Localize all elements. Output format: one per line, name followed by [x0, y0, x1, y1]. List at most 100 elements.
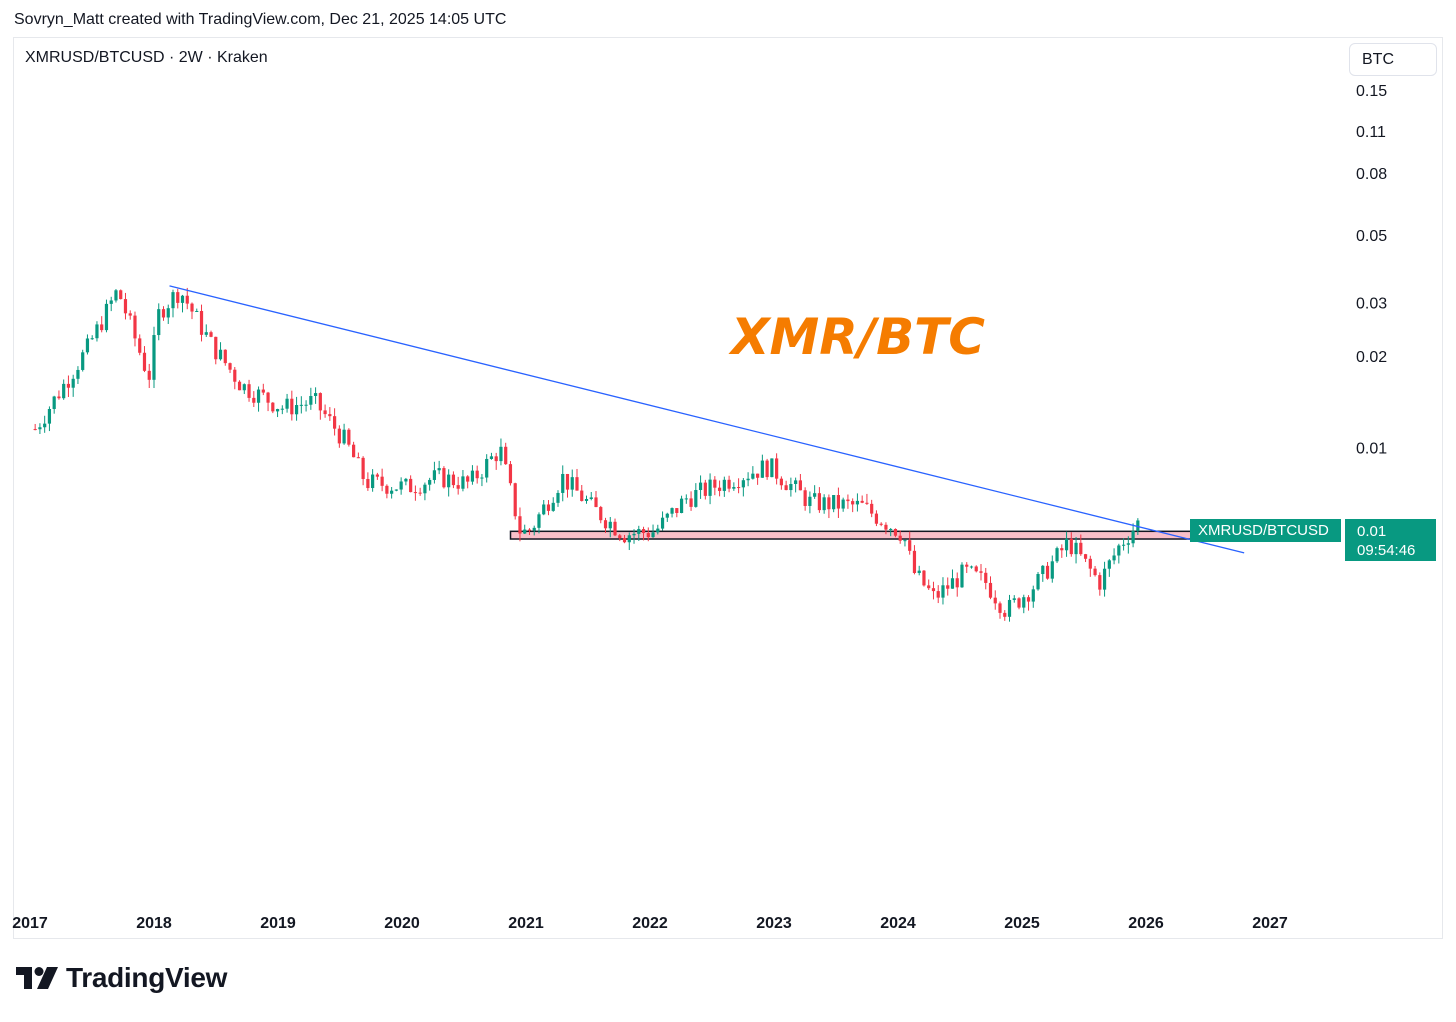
- candle: [698, 475, 703, 499]
- candle: [622, 534, 627, 544]
- candle: [1107, 559, 1111, 577]
- candle: [428, 477, 432, 491]
- candle: [770, 458, 774, 478]
- candle: [342, 423, 346, 445]
- candle: [1012, 595, 1016, 603]
- candle: [180, 294, 185, 313]
- candle: [756, 473, 760, 485]
- candle: [1088, 555, 1092, 577]
- candle: [361, 456, 365, 486]
- candle: [618, 533, 622, 542]
- candle: [599, 505, 603, 524]
- candle: [694, 483, 698, 508]
- candle: [309, 387, 313, 410]
- candle: [846, 494, 850, 509]
- chart-annotation: XMR/BTC: [728, 308, 985, 366]
- candle: [233, 366, 237, 390]
- candle: [717, 480, 722, 497]
- candle: [960, 562, 964, 588]
- candle: [817, 487, 821, 513]
- candle: [670, 507, 674, 518]
- candle: [1055, 546, 1059, 564]
- candle: [584, 495, 589, 504]
- candle: [1102, 561, 1107, 597]
- candle: [1079, 534, 1083, 556]
- candle: [461, 469, 465, 492]
- candle: [651, 524, 655, 539]
- candle: [256, 386, 261, 412]
- x-tick-label: 2021: [508, 915, 544, 932]
- candle: [209, 330, 213, 338]
- candle: [399, 477, 403, 495]
- candle: [356, 452, 360, 459]
- candle: [665, 512, 669, 522]
- candle: [456, 476, 460, 495]
- candle: [656, 524, 660, 535]
- candle: [432, 461, 437, 484]
- candle: [199, 304, 204, 342]
- candle: [1069, 532, 1073, 557]
- tradingview-icon: [16, 967, 58, 989]
- x-tick-label: 2026: [1128, 915, 1164, 932]
- candle: [898, 530, 902, 544]
- candle: [675, 508, 679, 518]
- candle: [1121, 538, 1126, 551]
- candle: [242, 383, 246, 395]
- candle: [466, 475, 470, 489]
- candle: [941, 577, 945, 605]
- candle: [214, 336, 218, 365]
- candle: [404, 477, 408, 486]
- candle: [247, 379, 251, 402]
- candle: [442, 466, 446, 489]
- candle: [1060, 544, 1064, 558]
- price-label-value: 0.01: [1357, 523, 1387, 540]
- candle: [684, 494, 688, 504]
- symbol-info: XMRUSD/BTCUSD · 2W · Kraken: [25, 49, 268, 66]
- candle: [418, 487, 422, 496]
- x-tick-label: 2019: [260, 915, 296, 932]
- candle: [646, 527, 650, 542]
- candle: [1022, 594, 1026, 614]
- candle: [523, 524, 527, 535]
- candle: [798, 474, 802, 491]
- candle: [546, 500, 551, 516]
- candle: [917, 565, 921, 576]
- brand-name: TradingView: [66, 962, 228, 993]
- candle: [447, 469, 451, 497]
- y-tick-label: 0.15: [1356, 83, 1387, 100]
- candle: [870, 499, 874, 518]
- candle: [128, 310, 132, 320]
- candle: [808, 491, 812, 514]
- candle: [1041, 565, 1045, 582]
- candle: [884, 522, 888, 535]
- y-tick-label: 0.05: [1356, 228, 1387, 245]
- candle: [855, 493, 860, 512]
- candle: [903, 539, 907, 547]
- candle: [437, 460, 441, 475]
- candle: [304, 400, 308, 412]
- candle: [394, 489, 398, 492]
- candle: [1017, 597, 1021, 610]
- candle: [936, 585, 940, 604]
- candle: [594, 491, 598, 508]
- price-label: 0.01 09:54:46: [1345, 519, 1436, 561]
- candle: [223, 349, 227, 366]
- candle: [171, 289, 175, 318]
- x-tick-label: 2020: [384, 915, 420, 932]
- candle: [603, 517, 608, 533]
- trendline[interactable]: [169, 285, 1245, 554]
- candle: [874, 510, 879, 527]
- candle: [556, 490, 560, 507]
- candle: [1036, 572, 1040, 591]
- tradingview-logo[interactable]: TradingView: [16, 962, 227, 994]
- candle: [713, 476, 717, 496]
- candle: [451, 471, 456, 489]
- currency-button[interactable]: BTC: [1349, 43, 1437, 76]
- candle: [470, 465, 475, 485]
- candle: [1003, 610, 1007, 621]
- candle: [290, 390, 294, 421]
- candle: [841, 497, 845, 512]
- candle: [347, 428, 351, 447]
- candle: [532, 525, 536, 536]
